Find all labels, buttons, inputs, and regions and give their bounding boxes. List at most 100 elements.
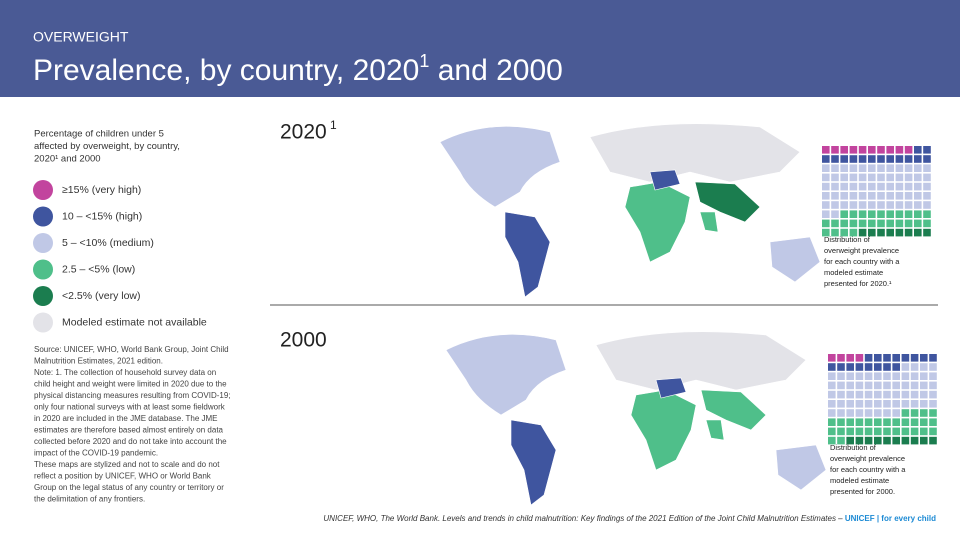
waffle-cell [892,427,900,436]
waffle-cell [855,418,864,426]
waffle-cell [901,400,910,408]
map-caption: overweight prevalence [830,454,905,463]
title-main: Prevalence, by country, 2020 [33,54,419,87]
waffle-cell [858,210,867,218]
waffle-cell [822,173,830,182]
waffle-cell [846,372,854,380]
waffle-cell [858,173,867,182]
waffle-cell [923,201,931,209]
map-region [769,236,821,283]
waffle-cell [923,219,931,228]
waffle-cell [892,354,900,362]
waffle-cell [929,427,937,436]
waffle-cell [874,436,882,445]
source-line: reflect a position by UNICEF, WHO or Wor… [34,472,212,481]
waffle-cell [920,436,928,445]
map-region [439,126,561,208]
waffle-cell [886,210,894,218]
waffle-cell [877,155,885,163]
waffle-cell [883,381,891,390]
waffle-cell [904,173,913,182]
waffle-cell [877,173,885,182]
map-year-sup: 1 [330,118,337,132]
waffle-cell [874,363,882,371]
waffle-cell [840,146,848,154]
waffle-cell [914,173,922,182]
waffle-cell [864,400,873,408]
waffle-cell [855,409,864,417]
legend-label: 10 – <15% (high) [62,210,142,222]
waffle-cell [877,182,885,191]
waffle-cell [904,192,913,200]
map-caption: presented for 2020.¹ [824,279,892,288]
waffle-cell [910,390,919,399]
description-line: 2020¹ and 2000 [34,154,101,165]
waffle-cell [886,182,894,191]
waffle-cell [874,409,882,417]
waffle-cell [929,418,937,426]
waffle-cell [846,427,854,436]
waffle-cell [910,354,919,362]
source-line: child height and weight were limited in … [34,380,227,389]
waffle-cell [831,164,839,172]
waffle-cell [846,354,854,362]
waffle-cell [840,182,848,191]
waffle-cell [910,363,919,371]
waffle-cell [868,201,876,209]
waffle-cell [837,372,845,380]
map-region [595,331,807,391]
waffle-cell [929,409,937,417]
map-region [445,334,567,416]
waffle-cell [923,146,931,154]
waffle-cell [828,427,836,436]
waffle-cell [849,182,858,191]
legend-label: <2.5% (very low) [62,290,140,302]
waffle-cell [837,381,845,390]
waffle-cell [910,427,919,436]
waffle-cell [895,164,904,172]
title-sup: 1 [419,51,429,71]
waffle-cell [868,182,876,191]
map-caption: for each country with a [824,257,900,266]
waffle-cell [874,390,882,399]
waffle-cell [904,182,913,191]
waffle-cell [914,201,922,209]
map-caption: presented for 2000. [830,487,895,496]
waffle-cell [858,201,867,209]
kicker: OVERWEIGHT [33,29,129,45]
waffle-cell [923,192,931,200]
waffle-cell [883,409,891,417]
waffle-cell [929,390,937,399]
waffle-cell [910,436,919,445]
waffle-cell [904,164,913,172]
waffle-cell [864,363,873,371]
waffle-cell [883,436,891,445]
source-line: Source: UNICEF, WHO, World Bank Group, J… [34,345,229,354]
waffle-cell [864,354,873,362]
waffle-cell [849,201,858,209]
waffle-cell [910,418,919,426]
waffle-cell [914,155,922,163]
waffle-cell [923,210,931,218]
header-band [0,0,960,97]
waffle-cell [910,409,919,417]
waffle-cell [868,146,876,154]
waffle-cell [840,173,848,182]
map-region [630,389,697,471]
waffle-cell [849,228,858,237]
waffle-cell [828,436,836,445]
waffle-cell [901,418,910,426]
waffle-cell [910,400,919,408]
map-region [655,377,687,399]
waffle-cell [886,155,894,163]
waffle-cell [849,155,858,163]
map-caption: for each country with a [830,465,906,474]
map-caption: modeled estimate [830,476,889,485]
waffle-cell [892,390,900,399]
waffle-cell [920,372,928,380]
map-caption: Distribution of [824,235,871,244]
waffle-cell [828,363,836,371]
waffle-cell [831,173,839,182]
legend-label: ≥15% (very high) [62,184,141,196]
waffle-cell [855,400,864,408]
